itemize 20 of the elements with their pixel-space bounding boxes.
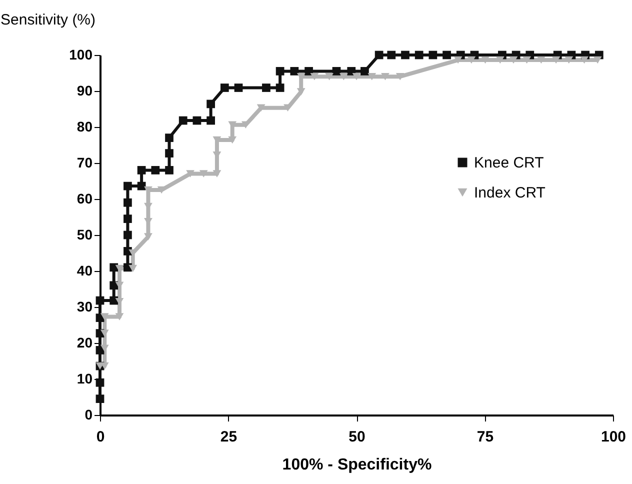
y-tick-label: 30 [76, 298, 93, 314]
y-tick-label: 80 [76, 118, 93, 134]
y-tick-label: 10 [76, 370, 93, 386]
x-tick-label: 100 [600, 428, 626, 446]
y-tick-label: 90 [76, 82, 93, 98]
y-tick-label: 0 [84, 406, 93, 422]
x-tick-label: 75 [476, 428, 494, 446]
x-tick-label: 0 [96, 428, 105, 446]
y-tick-label: 50 [76, 226, 93, 242]
legend-label: Index CRT [474, 184, 546, 202]
y-tick-label: 40 [76, 262, 93, 278]
x-tick-label: 50 [348, 428, 366, 446]
y-axis-title: Sensitivity (%) [0, 12, 96, 28]
legend-label: Knee CRT [474, 154, 544, 172]
y-tick-label: 60 [76, 190, 93, 206]
y-tick-label: 20 [76, 334, 93, 350]
x-axis-title: 100% - Specificity% [282, 456, 432, 474]
y-tick-label: 70 [76, 154, 93, 170]
x-tick-label: 25 [220, 428, 238, 446]
y-tick-label: 100 [69, 46, 93, 62]
